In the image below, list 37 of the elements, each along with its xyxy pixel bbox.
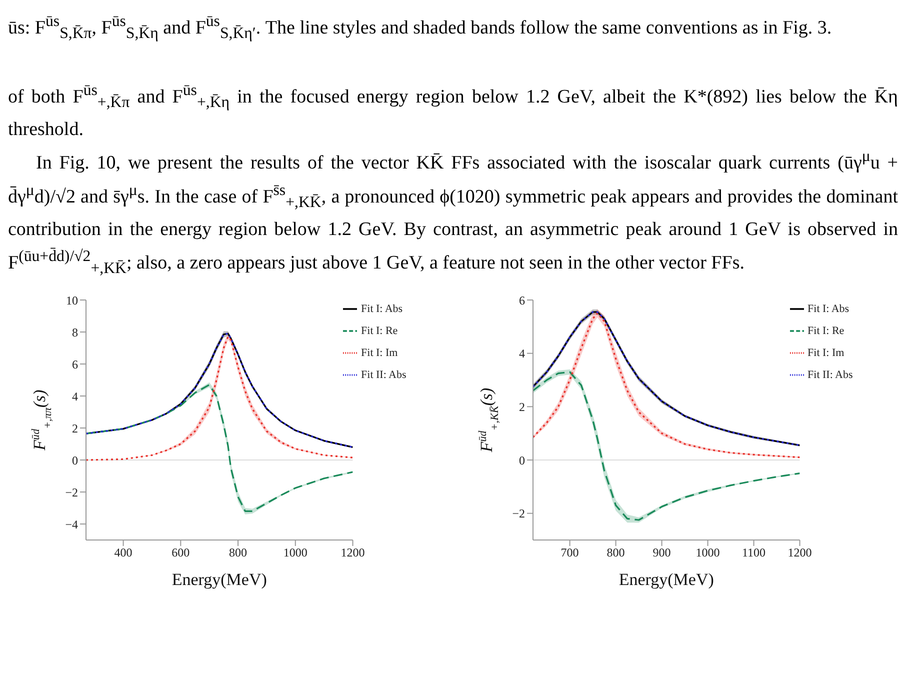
text: ūs: F$^{ūs}$$_{S,K̄π}$, F$^{ūs}$$_{S,K̄η}$ and F$^{ūs}$$_{S,K̄η′}$. The line styles and shaded bands follow the same conventions as in Fig. 3. [8, 13, 832, 42]
x-tick-label: 1000 [696, 545, 720, 560]
y-tick-label: −2 [65, 485, 78, 500]
text: of both F$^{ūs}$$_{+,K̄π}$ and F$^{ūs}$$_{+,K̄η}$ in the focused energy region below 1.2 GeV, albeit the K*(892) lies below the K̄η threshold. [8, 82, 898, 140]
y-tick-label: 4 [518, 346, 525, 360]
legend-label: Fit II: Abs [361, 368, 406, 381]
y-tick-label: 2 [72, 421, 78, 436]
legend-label: Fit I: Re [361, 324, 398, 337]
legend-label: Fit I: Abs [361, 302, 403, 315]
x-tick-label: 900 [652, 545, 671, 560]
x-tick-label: 600 [172, 545, 190, 560]
legend-label: Fit I: Im [808, 346, 844, 359]
y-tick-label: 8 [72, 325, 78, 340]
x-tick-label: 800 [229, 545, 248, 560]
y-tick-label: 4 [72, 389, 78, 404]
x-tick-label: 700 [560, 545, 579, 560]
x-tick-label: 1100 [742, 545, 766, 560]
y-tick-label: 2 [518, 400, 525, 414]
y-tick-label: 0 [72, 453, 78, 468]
x-tick-label: 1200 [341, 545, 366, 560]
x-tick-label: 400 [114, 545, 133, 560]
legend-label: Fit I: Re [808, 324, 844, 337]
x-axis-title: Energy(MeV) [618, 570, 714, 589]
x-axis-title: Energy(MeV) [172, 570, 268, 589]
x-tick-label: 1200 [788, 545, 812, 560]
text: In Fig. 10, we present the results of the vector KK̄ FFs associated with the isoscalar quark currents (ūγ$^{μ}$u + d̄γ$^{μ}$d)/√2 and s̄γ$^{μ}$s. In the case of F$^{s̄s}$$_{+,KK̄}$, a pronounced ϕ(1020) symmetric peak appears and provides the dominant contribution in the energy region below 1.2 GeV. By contrast, an asymmetric peak around 1 GeV is observed in F$^{(ūu+d̄d)/√2}$$_{+,KK̄}$; also, a zero appears just above 1 GeV, a feature not seen in the other vector FFs. [8, 148, 898, 277]
y-tick-label: 6 [72, 357, 78, 372]
legend-label: Fit I: Abs [808, 302, 850, 315]
x-tick-label: 800 [606, 545, 625, 560]
y-tick-label: −2 [512, 506, 525, 520]
y-tick-label: 0 [518, 453, 525, 468]
y-tick-label: 10 [66, 293, 78, 308]
legend-label: Fit II: Abs [808, 368, 853, 381]
legend-label: Fit I: Im [361, 346, 398, 359]
y-tick-label: −4 [65, 517, 78, 532]
y-tick-label: 6 [518, 293, 525, 308]
x-tick-label: 1000 [284, 545, 308, 560]
